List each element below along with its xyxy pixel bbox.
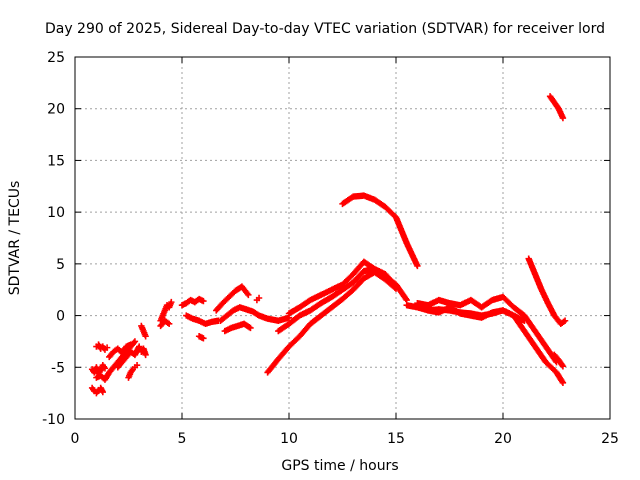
y-tick-label: 20 (47, 102, 65, 118)
series-s6 (114, 343, 143, 371)
x-tick-label: 15 (387, 431, 405, 447)
series-s18 (253, 294, 263, 304)
series-points (114, 343, 143, 371)
series-s7 (125, 362, 141, 381)
series-s15 (213, 283, 252, 314)
series-points (138, 345, 149, 359)
series-points (157, 298, 175, 324)
series-points (253, 294, 263, 304)
series-s21 (285, 258, 410, 317)
series-points (138, 322, 149, 340)
x-tick-label: 5 (178, 431, 187, 447)
series-points (195, 333, 207, 342)
y-tick-label: 5 (56, 257, 65, 273)
series-s14 (195, 333, 207, 342)
chart-title: Day 290 of 2025, Sidereal Day-to-day VTE… (45, 21, 605, 37)
y-tick-label: -5 (51, 360, 65, 376)
series-points (525, 255, 569, 328)
series-points (546, 93, 567, 122)
x-tick-label: 10 (280, 431, 298, 447)
series-s10 (157, 298, 175, 324)
series-points (213, 283, 252, 314)
series-s24 (414, 293, 560, 366)
series-points (551, 351, 567, 370)
series-points (221, 320, 254, 335)
series-s13 (183, 312, 222, 328)
series-points (285, 258, 410, 317)
axis-ticks: 0 5 10 15 20 25 -10 -5 0 5 10 15 20 25 (42, 50, 619, 447)
series-s12 (178, 295, 207, 309)
x-tick-label: 0 (71, 431, 80, 447)
series-points (157, 317, 173, 330)
series-s8 (138, 322, 149, 340)
series-points (217, 304, 293, 324)
y-axis-label: SDTVAR / TECUs (7, 181, 23, 296)
series-s25 (424, 304, 567, 386)
y-tick-label: 10 (47, 205, 65, 221)
series-points (183, 312, 222, 328)
series-points (125, 362, 141, 381)
series-s4 (93, 341, 111, 353)
y-tick-label: -10 (42, 412, 65, 428)
series-points (414, 293, 560, 366)
series-points (339, 192, 421, 270)
series-points (424, 304, 567, 386)
series-s5 (106, 341, 134, 361)
x-tick-label: 25 (601, 431, 619, 447)
series-points (93, 341, 111, 353)
series-s28 (551, 351, 567, 370)
x-axis-label: GPS time / hours (281, 458, 398, 474)
y-tick-label: 15 (47, 153, 65, 169)
series-points (178, 295, 207, 309)
series-s26 (525, 255, 569, 328)
series-s22 (339, 192, 421, 270)
series-s27 (546, 93, 567, 122)
y-tick-label: 0 (56, 309, 65, 325)
series-points (106, 341, 134, 361)
series-s16 (217, 304, 293, 324)
series-points (88, 384, 107, 397)
data-series (88, 93, 569, 397)
x-tick-label: 20 (494, 431, 512, 447)
plot-frame (74, 56, 611, 420)
series-s17 (221, 320, 254, 335)
y-tick-label: 25 (47, 50, 65, 66)
series-s9 (138, 345, 149, 359)
series-s1 (88, 384, 107, 397)
series-s11 (157, 317, 173, 330)
